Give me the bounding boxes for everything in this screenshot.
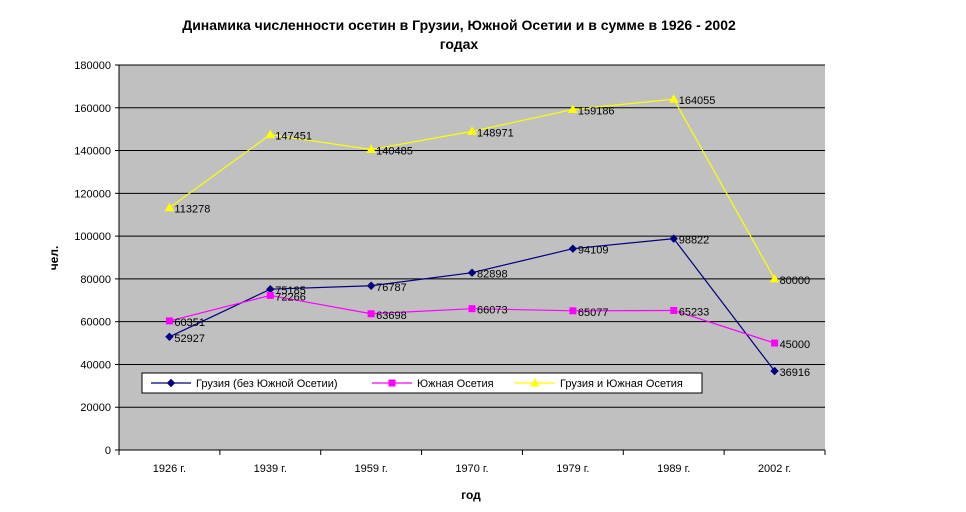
series-0-point-3 [467,268,477,277]
series-2-point-3 [467,126,477,135]
series-0-label-3: 82898 [477,269,508,281]
y-tick-label-100000: 100000 [74,231,111,243]
y-tick-label-140000: 140000 [74,146,111,158]
series-markers [164,94,780,376]
x-tick-label-3: 1970 г. [455,463,488,475]
y-tick-label-20000: 20000 [80,402,111,414]
legend-label-1: Южная Осетия [417,378,494,390]
series-1-label-5: 65233 [679,306,710,318]
series-1-label-2: 63698 [376,310,407,322]
series-1-label-0: 60351 [174,317,205,329]
series-1-label-6: 45000 [780,339,811,351]
y-tick-label-120000: 120000 [74,188,111,200]
series-0-point-0 [165,332,174,342]
series-0-label-1: 75185 [275,285,306,297]
series-0-point-6 [770,366,779,376]
series-2-label-0: 113278 [174,204,210,216]
x-tick-label-6: 2002 г. [758,463,791,475]
legend-marker-0 [166,378,176,388]
y-tick-label-40000: 40000 [80,359,111,371]
series-2-label-6: 80000 [780,275,811,287]
x-tick-label-1: 1939 г. [254,463,287,475]
series-2-point-0 [164,202,175,212]
x-axis-ticks: 1926 г. 1939 г. 1959 г. 1970 г. 1979 г. 1989 … [118,450,826,475]
y-axis-ticks: 0 20000 40000 60000 80000 100000 120000 140000 1… [74,60,119,457]
grid-lines [119,64,825,408]
axes [118,65,825,451]
series-2-label-1: 147451 [275,131,312,143]
series-1-point-4 [569,307,577,315]
series-2-point-2 [366,144,377,154]
series-2-point-6 [769,273,780,283]
series-1-point-3 [468,305,476,313]
x-tick-label-0: 1926 г. [153,463,186,475]
series-1-label-4: 65077 [578,307,609,319]
series-0-point-5 [669,234,678,243]
series-1-point-2 [367,310,375,318]
y-tick-label-160000: 160000 [74,103,111,115]
series-2-point-5 [668,94,679,103]
series-0-label-2: 76787 [376,282,407,294]
x-tick-label-5: 1989 г. [657,463,690,475]
series-1-label-1: 72266 [275,291,306,303]
y-tick-label-0: 0 [105,445,111,457]
chart-title-line1: Динамика численности осетин в Грузии, Юж… [182,17,736,33]
series-2-label-3: 148971 [477,127,514,139]
series-2-label-4: 159186 [578,106,615,118]
data-labels: 52927 75185 76787 82898 94109 98822 36916 60351… [174,95,810,379]
series-0-label-4: 94109 [578,245,609,257]
series-1-point-5 [670,306,678,314]
legend-marker-1 [388,379,396,387]
series-2-point-4 [567,104,578,114]
legend-label-0: Грузия (без Южной Осетии) [196,378,338,390]
x-tick-label-2: 1959 г. [355,463,388,475]
series-2-label-5: 164055 [679,95,716,107]
series-0-label-0: 52927 [174,333,205,345]
y-tick-label-80000: 80000 [80,274,111,286]
legend-label-2: Грузия и Южная Осетия [560,378,683,390]
series-1-label-3: 66073 [477,305,508,317]
legend-marker-2 [530,377,540,387]
series-1-point-0 [165,317,173,325]
chart-title-line2: годах [440,36,479,52]
series-0-label-6: 36916 [780,367,811,379]
x-tick-label-4: 1979 г. [556,463,589,475]
series-0-point-4 [568,244,578,253]
y-axis-label: чел. [47,246,61,271]
series-2-label-2: 140485 [376,146,413,158]
series-1-point-1 [266,291,274,299]
series-1-point-6 [771,339,779,347]
series-0-label-5: 98822 [679,235,710,247]
series-2-point-1 [265,129,276,139]
legend: Грузия (без Южной Осетии) Южная Осетия Гру… [141,372,703,394]
y-tick-label-60000: 60000 [80,317,111,329]
legend-box [141,372,703,394]
series-0-point-2 [366,281,376,290]
y-tick-label-180000: 180000 [74,60,111,72]
x-axis-label: год [461,488,481,502]
